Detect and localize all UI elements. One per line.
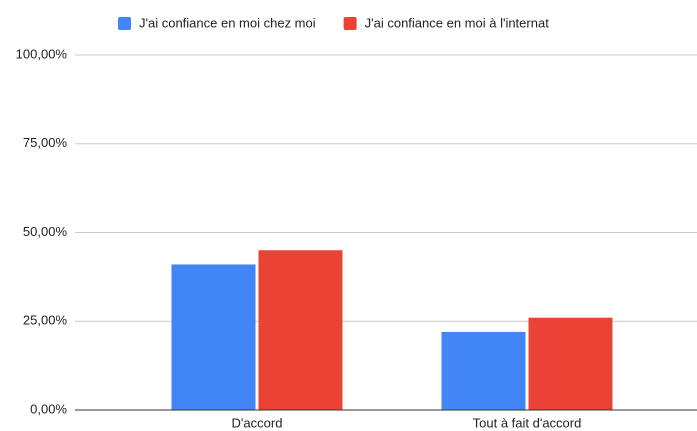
- bar: [258, 250, 343, 410]
- x-tick-label: Tout à fait d'accord: [473, 415, 582, 430]
- y-tick-label: 75,00%: [23, 135, 68, 150]
- y-tick-label: 50,00%: [23, 224, 68, 239]
- y-tick-label: 0,00%: [30, 401, 67, 416]
- y-tick-label: 25,00%: [23, 313, 68, 328]
- bar: [441, 331, 526, 410]
- legend-label: J'ai confiance en moi chez moi: [139, 15, 316, 30]
- bar: [528, 317, 613, 410]
- bar: [171, 264, 256, 410]
- legend-swatch: [118, 17, 131, 30]
- legend-swatch: [343, 17, 357, 30]
- y-tick-label: 100,00%: [16, 46, 68, 61]
- x-tick-label: D'accord: [232, 415, 283, 430]
- legend-label: J'ai confiance en moi à l'internat: [365, 15, 550, 30]
